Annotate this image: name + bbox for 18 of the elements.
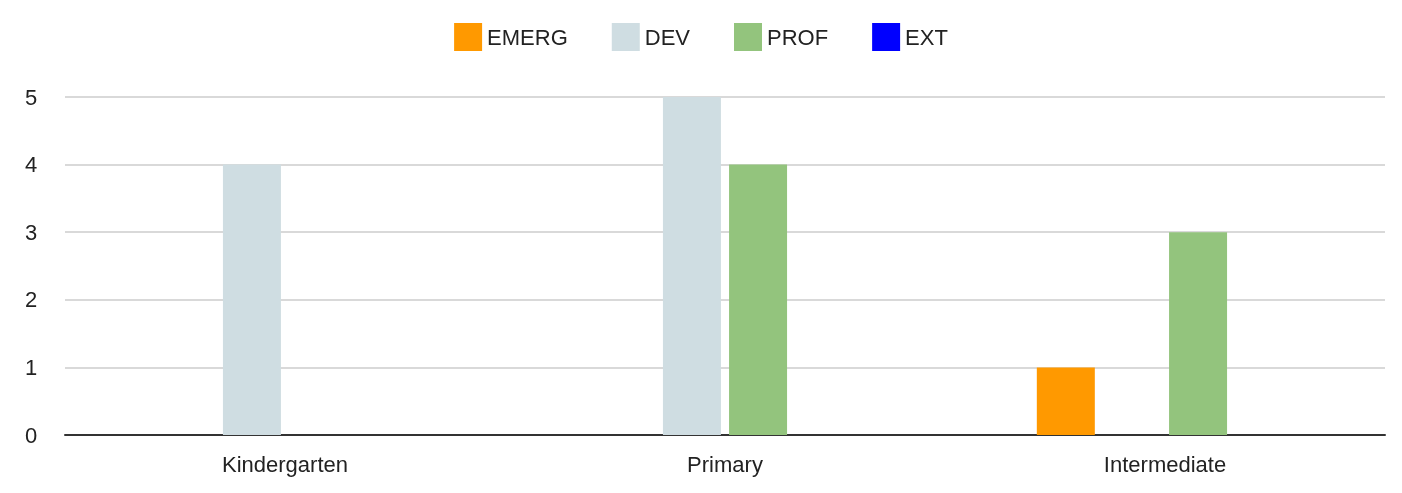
x-tick-label: Intermediate [1103,451,1227,477]
y-tick-label: 3 [25,219,38,245]
bar [1169,232,1228,435]
x-tick-label: Primary [687,451,763,477]
legend-label: DEV [644,24,691,50]
x-tick-label: Kindergarten [222,451,348,477]
y-tick-label: 5 [25,84,38,110]
legend-label: EXT [905,24,948,50]
y-tick-label: 1 [25,354,38,380]
y-tick-label: 2 [25,287,38,313]
legend-label: EMERG [487,24,568,50]
bar [222,164,281,435]
legend-label: PROF [767,24,829,50]
bar [662,97,721,435]
y-tick-label: 4 [25,152,38,178]
bar [1036,367,1095,435]
bar [729,164,788,435]
y-tick-label: 0 [25,422,38,448]
